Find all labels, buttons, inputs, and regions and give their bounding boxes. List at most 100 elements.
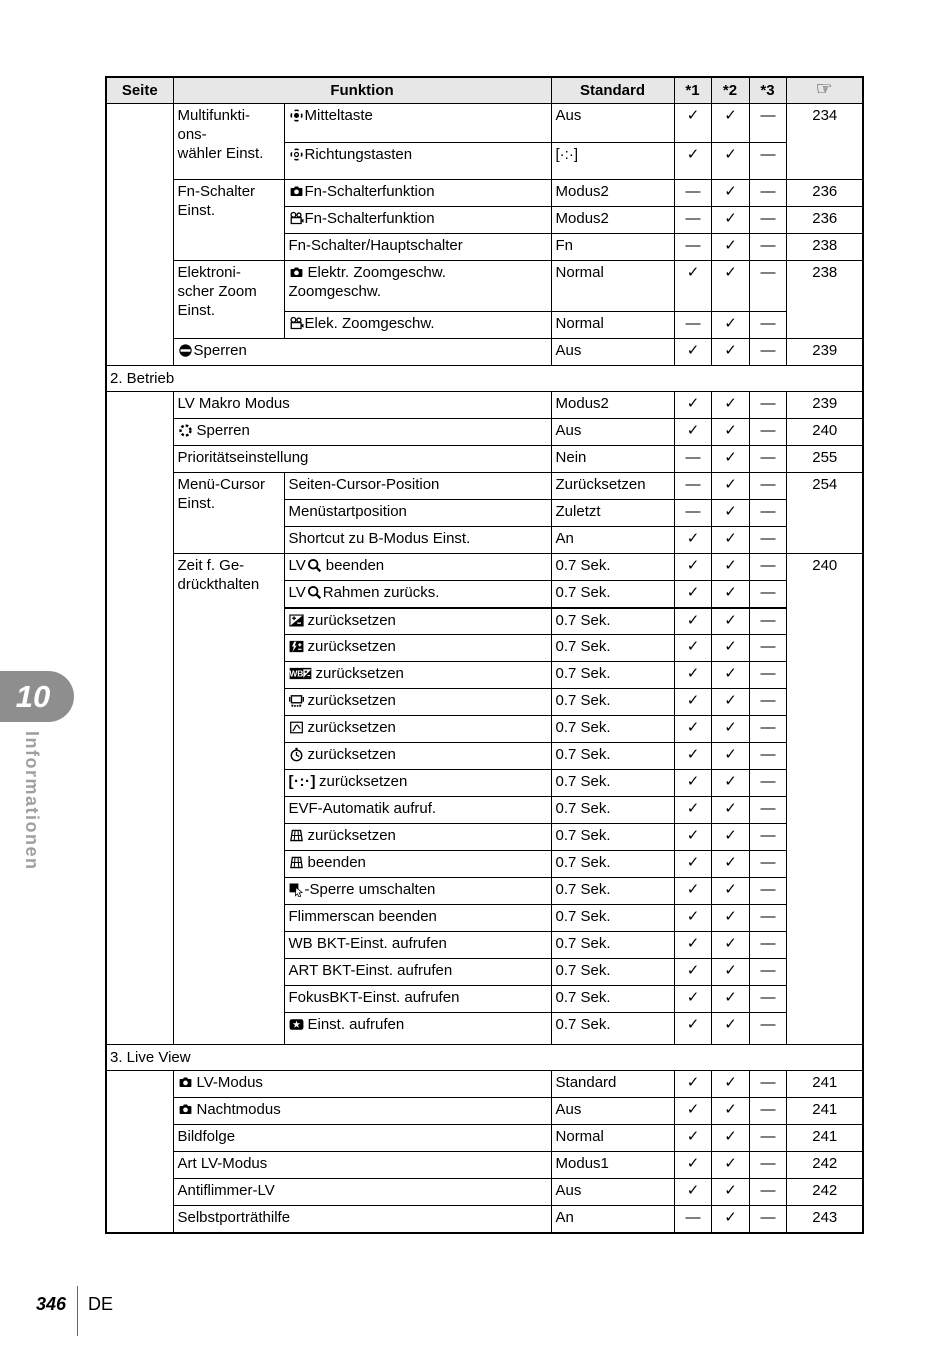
standard-value: 0.7 Sek.	[550, 796, 675, 824]
star1-mark: ✓	[673, 103, 712, 143]
section-header-row: 3. Live View	[105, 1044, 864, 1071]
header-star3: *3	[748, 76, 787, 104]
seite-column-cell	[105, 1070, 174, 1233]
function-cell: WB zurücksetzen	[283, 661, 552, 689]
function-label: Fn-Schalter/Hauptschalter	[288, 237, 463, 254]
standard-value: 0.7 Sek.	[550, 634, 675, 662]
standard-value: 0.7 Sek.	[550, 931, 675, 959]
table-row: Bildfolge Normal ✓ ✓ —241	[106, 1124, 864, 1152]
function-label: Nachtmodus	[196, 1101, 281, 1118]
function-label: Fn-Schalterfunktion	[304, 183, 435, 200]
reference-page: 236	[785, 206, 864, 234]
target-pad-icon: [·:·]	[288, 773, 316, 790]
standard-value: Standard	[550, 1070, 675, 1098]
star2-mark: ✓	[710, 715, 750, 743]
curve-icon	[289, 720, 304, 735]
reference-page: 240	[785, 418, 864, 446]
function-cell: LV Rahmen zurücks.	[283, 580, 552, 609]
table-row: beenden 0.7 Sek. ✓ ✓ —	[106, 850, 863, 878]
wb-comp-icon: WB	[289, 666, 312, 681]
star1-mark: ✓	[673, 742, 712, 770]
table-header-row: Seite Funktion Standard *1 *2 *3 ☞	[105, 76, 864, 104]
function-cell: LV beenden	[283, 553, 552, 581]
star1-mark: ✓	[673, 904, 712, 932]
function-label: Richtungstasten	[304, 146, 413, 163]
standard-value: 0.7 Sek.	[550, 1012, 675, 1045]
star1-mark: ✓	[673, 142, 712, 180]
standard-value: Modus1	[550, 1151, 675, 1179]
star1-mark: ✓	[673, 877, 712, 905]
reference-page: 241	[785, 1124, 864, 1152]
star1-mark: —	[673, 179, 712, 207]
table-row: Fn-Schalterfunktion Modus2— ✓ —236	[106, 206, 864, 234]
star2-mark: ✓	[710, 1178, 750, 1206]
star1-mark: ✓	[673, 1178, 712, 1206]
star3-mark: —	[748, 877, 787, 905]
star2-mark: ✓	[710, 1097, 750, 1125]
table-row: Sperren Aus ✓ ✓ —240	[106, 418, 864, 446]
table-row: zurücksetzen 0.7 Sek. ✓ ✓ —	[106, 715, 863, 743]
table-row: FokusBKT-Einst. aufrufen 0.7 Sek. ✓ ✓ —	[106, 985, 863, 1013]
star3-mark: —	[748, 472, 787, 500]
standard-value: Fn	[550, 233, 675, 261]
function-label: FokusBKT-Einst. aufrufen	[288, 989, 460, 1006]
table-row: Art LV-Modus Modus1 ✓ ✓ —242	[106, 1151, 864, 1179]
star3-mark: —	[748, 742, 787, 770]
standard-value: 0.7 Sek.	[550, 904, 675, 932]
movie-icon	[289, 211, 304, 226]
table-row: Prioritätseinstellung Nein — ✓ —255	[106, 445, 864, 473]
function-label: -Sperre umschalten	[304, 881, 436, 898]
table-row: Fn-Schalter Einst. Fn-Schalterfunktion Mod…	[106, 179, 864, 261]
header-star2: *2	[710, 76, 750, 104]
function-label: zurücksetzen	[307, 611, 396, 629]
function-label: Antiflimmer-LV	[177, 1182, 275, 1199]
star1-mark: —	[673, 233, 712, 261]
function-label: LV-Modus	[196, 1074, 263, 1091]
star1-mark: ✓	[673, 931, 712, 959]
star3-mark: —	[748, 1178, 787, 1206]
table-row: Elek. Zoomgeschw. Normal — ✓ —	[106, 311, 863, 339]
function-cell: LV Makro Modus	[172, 391, 552, 419]
standard-value: 0.7 Sek.	[550, 580, 675, 609]
function-label: Art LV-Modus	[177, 1155, 268, 1172]
table-row: Menüstartposition Zuletzt — ✓ —	[106, 499, 863, 527]
function-label: Fn-Schalterfunktion	[304, 210, 435, 227]
settings-table: Seite Funktion Standard *1 *2 *3 ☞ Multi…	[105, 76, 865, 1234]
reference-page: 236	[785, 179, 864, 207]
function-cell: zurücksetzen	[283, 634, 552, 662]
star1-mark: ✓	[673, 418, 712, 446]
star2-mark: ✓	[710, 338, 750, 366]
star3-mark: —	[748, 823, 787, 851]
function-cell: Antiflimmer-LV	[172, 1178, 552, 1206]
star3-mark: —	[748, 607, 787, 635]
multi-pad-icon	[289, 147, 304, 162]
standard-value: 0.7 Sek.	[550, 742, 675, 770]
function-label: zurücksetzen	[315, 665, 404, 682]
function-label: zurücksetzen	[307, 638, 396, 655]
star1-mark: ✓	[673, 850, 712, 878]
function-cell: Sperren	[172, 418, 552, 446]
star1-mark: ✓	[673, 553, 712, 581]
star2-mark: ✓	[710, 850, 750, 878]
dial-icon	[178, 423, 193, 438]
function-label: Menüstartposition	[288, 503, 407, 520]
function-group-label: Menü-Cursor Einst.	[172, 472, 285, 554]
function-cell: Art LV-Modus	[172, 1151, 552, 1179]
star3-mark: —	[748, 796, 787, 824]
star3-mark: —	[748, 580, 787, 609]
standard-value: Modus2	[550, 206, 675, 234]
star3-mark: —	[748, 338, 787, 366]
function-cell: WB BKT-Einst. aufrufen	[283, 931, 552, 959]
standard-value: 0.7 Sek.	[550, 607, 675, 635]
function-label: Shortcut zu B-Modus Einst.	[288, 530, 471, 547]
function-label: zurücksetzen	[307, 746, 396, 763]
star2-mark: ✓	[710, 233, 750, 261]
function-label: LV Makro Modus	[177, 395, 290, 412]
function-cell: Fn-Schalterfunktion	[283, 179, 552, 207]
function-cell: Seiten-Cursor-Position	[283, 472, 552, 500]
star2-mark: ✓	[710, 931, 750, 959]
star3-mark: —	[748, 850, 787, 878]
star1-mark: ✓	[673, 985, 712, 1013]
table-row: Multifunkti- ons- wähler Einst. Mitteltas…	[105, 103, 864, 366]
